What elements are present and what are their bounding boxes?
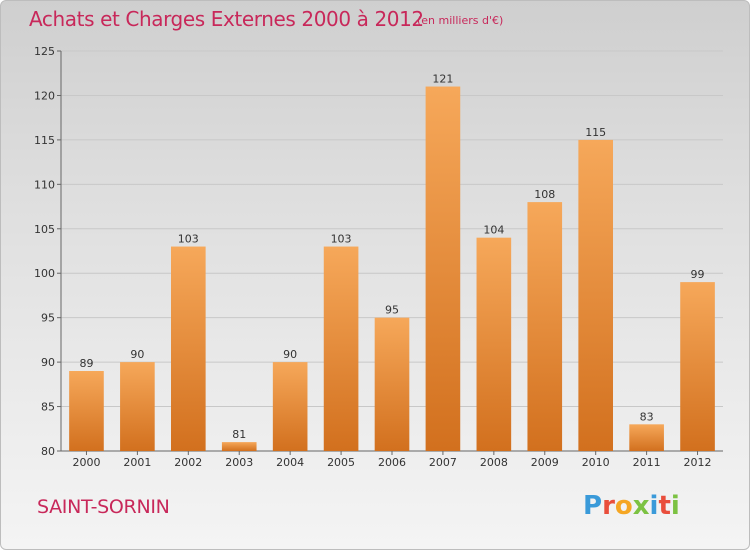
logo-letter: P xyxy=(583,491,603,521)
x-tick-label: 2009 xyxy=(531,456,559,469)
bar-2001 xyxy=(120,362,155,451)
y-tick-label: 95 xyxy=(41,312,55,325)
x-tick-label: 2007 xyxy=(429,456,457,469)
x-tick-label: 2006 xyxy=(378,456,406,469)
x-tick-label: 2001 xyxy=(123,456,151,469)
x-tick-label: 2012 xyxy=(684,456,712,469)
y-tick-label: 100 xyxy=(34,267,55,280)
data-label: 108 xyxy=(534,188,555,201)
bar-2009 xyxy=(527,202,563,451)
data-labels: 89 90 103 81 90 103 95 121 104 108 115 83 99 xyxy=(79,73,704,442)
data-label: 90 xyxy=(283,348,297,361)
x-tick-label: 2004 xyxy=(276,456,304,469)
x-tick-label: 2003 xyxy=(225,456,253,469)
x-tick-label: 2000 xyxy=(72,456,100,469)
bar-2004 xyxy=(272,362,308,451)
y-tick-label: 125 xyxy=(34,45,55,58)
axes: 80 85 90 95 100 105 110 115 120 125 2000 2001 2002 20… xyxy=(34,45,723,469)
bar-2010 xyxy=(578,139,614,451)
y-tick-label: 115 xyxy=(34,134,55,147)
y-tick-label: 80 xyxy=(41,445,55,458)
bar-2003 xyxy=(221,442,257,451)
proxiti-logo[interactable]: Proxiti xyxy=(583,491,680,521)
x-tick-label: 2008 xyxy=(480,456,508,469)
y-tick-label: 85 xyxy=(41,401,55,414)
x-tick-label: 2002 xyxy=(174,456,202,469)
data-label: 103 xyxy=(331,233,352,246)
data-label: 81 xyxy=(232,428,246,441)
y-tick-label: 90 xyxy=(41,356,55,369)
x-tick-label: 2010 xyxy=(582,456,610,469)
logo-letter: o xyxy=(614,491,633,521)
bar-2005 xyxy=(323,246,359,451)
chart-title: Achats et Charges Externes 2000 à 2012 xyxy=(29,7,424,31)
x-tick-label: 2005 xyxy=(327,456,355,469)
logo-letter: t xyxy=(658,491,671,521)
data-label: 90 xyxy=(130,348,144,361)
bar-2007 xyxy=(425,86,461,452)
bar-2000 xyxy=(69,371,104,451)
chart-subtitle: (en milliers d'€) xyxy=(417,14,504,27)
logo-letter: x xyxy=(632,491,650,521)
bar-2002 xyxy=(170,246,206,451)
data-label: 103 xyxy=(178,233,199,246)
bars xyxy=(69,86,715,452)
commune-name: SAINT-SORNIN xyxy=(37,496,170,518)
data-label: 104 xyxy=(483,224,504,237)
logo-letter: r xyxy=(602,491,615,521)
logo-letter: i xyxy=(649,491,659,521)
bar-2012 xyxy=(680,282,715,451)
data-label: 99 xyxy=(691,268,705,281)
bar-2008 xyxy=(476,237,512,451)
y-tick-label: 120 xyxy=(34,89,55,102)
y-tick-label: 110 xyxy=(34,178,55,191)
bar-2011 xyxy=(629,424,664,451)
data-label: 83 xyxy=(640,410,654,423)
y-tick-label: 105 xyxy=(34,223,55,236)
bar-2006 xyxy=(374,317,410,451)
x-tick-label: 2011 xyxy=(633,456,661,469)
data-label: 89 xyxy=(79,357,93,370)
data-label: 95 xyxy=(385,304,399,317)
data-label: 121 xyxy=(432,73,453,86)
logo-letter: i xyxy=(670,491,680,521)
data-label: 115 xyxy=(585,126,606,139)
